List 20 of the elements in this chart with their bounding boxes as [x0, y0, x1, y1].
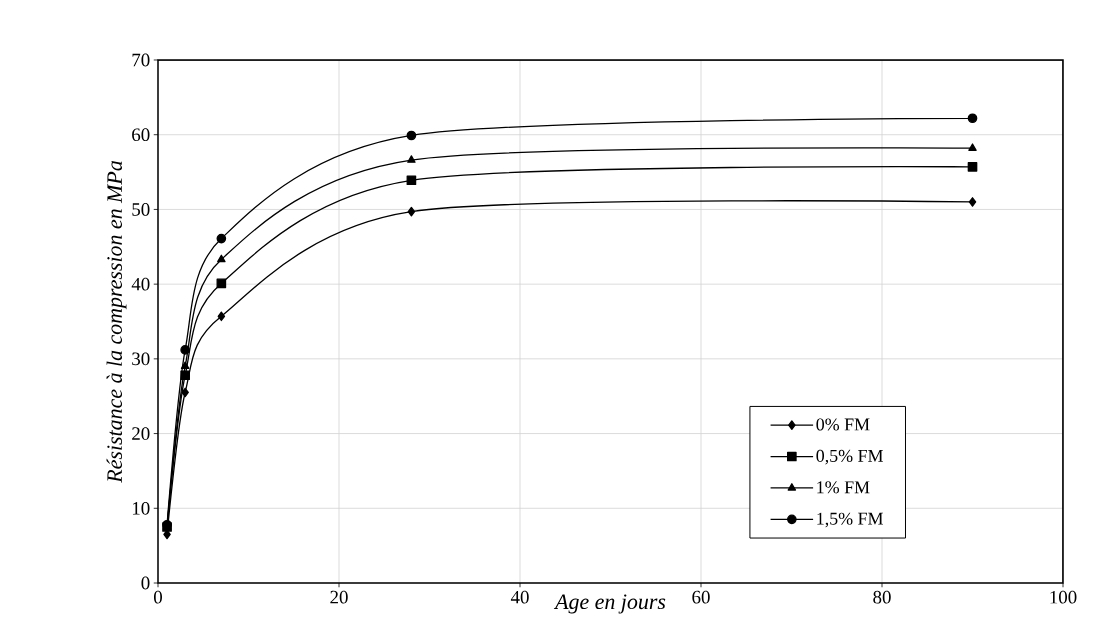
- x-tick-label: 60: [692, 590, 710, 604]
- x-tick-label: 40: [510, 590, 529, 604]
- x-tick-label: 80: [873, 590, 891, 604]
- y-tick-label: 30: [132, 352, 150, 366]
- y-tick-label: 70: [132, 53, 150, 67]
- x-tick-label: 0: [153, 590, 162, 604]
- x-axis-title: Age en jours: [553, 594, 666, 614]
- legend-label: 1,5% FM: [817, 512, 883, 528]
- y-tick-label: 0: [141, 576, 150, 590]
- y-tick-label: 10: [132, 501, 150, 515]
- x-tick-label: 100: [1050, 590, 1077, 604]
- x-tick-label: 20: [330, 590, 348, 604]
- y-tick-label: 60: [132, 128, 150, 142]
- legend-label: 0% FM: [816, 418, 870, 431]
- y-tick-label: 50: [132, 203, 150, 216]
- y-tick-label: 40: [131, 277, 150, 291]
- legend-label: 0,5% FM: [816, 449, 883, 465]
- y-axis-title: Résistance à la compression en MPa: [106, 161, 127, 483]
- legend-label: 1% FM: [817, 481, 870, 494]
- y-tick-label: 20: [132, 427, 150, 440]
